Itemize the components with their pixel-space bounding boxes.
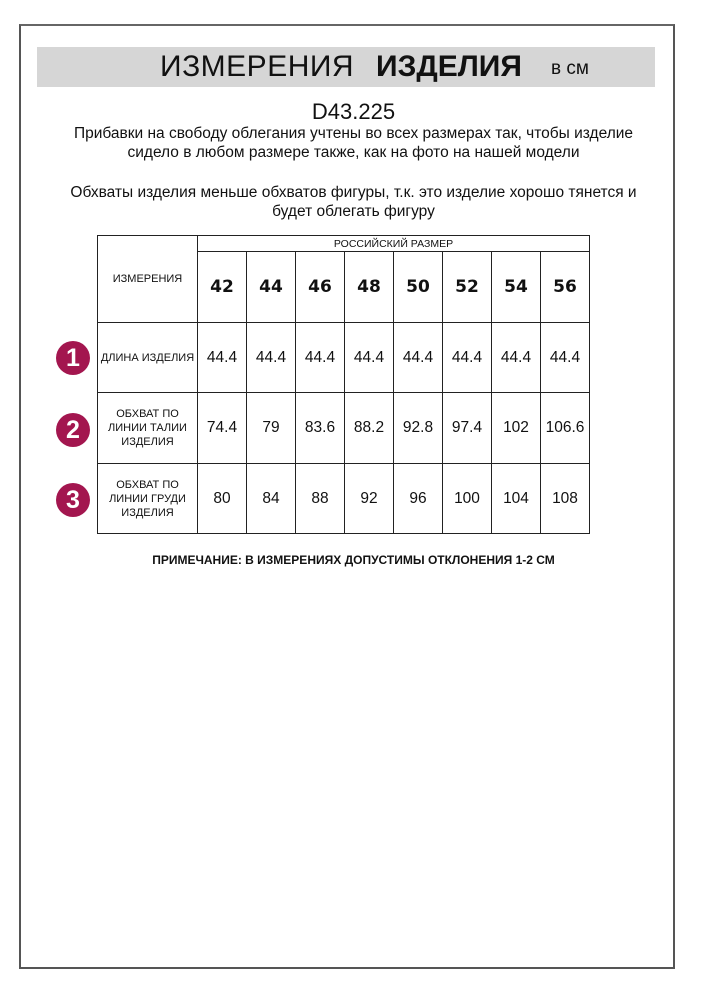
size-header: 56 xyxy=(540,251,590,323)
measurement-value: 108 xyxy=(540,463,590,534)
size-header: 50 xyxy=(393,251,443,323)
measurement-label: ОБХВАТ ПО ЛИНИИ ГРУДИ ИЗДЕЛИЯ xyxy=(97,463,198,534)
row-number-badge: 1 xyxy=(56,341,90,375)
fit-note: Прибавки на свободу облегания учтены во … xyxy=(73,125,634,161)
size-header: 44 xyxy=(246,251,296,323)
row-number-badge: 3 xyxy=(56,483,90,517)
measurement-value: 106.6 xyxy=(540,392,590,464)
measurement-value: 44.4 xyxy=(197,322,247,393)
measurement-label: ДЛИНА ИЗДЕЛИЯ xyxy=(97,322,198,393)
measurement-value: 44.4 xyxy=(246,322,296,393)
sizes-row: 42 44 46 48 50 52 54 56 xyxy=(98,251,590,323)
title-banner xyxy=(37,47,655,87)
measurement-value: 84 xyxy=(246,463,296,534)
measurement-value: 79 xyxy=(246,392,296,464)
measurement-value: 44.4 xyxy=(393,322,443,393)
size-header: 48 xyxy=(344,251,394,323)
measurement-value: 83.6 xyxy=(295,392,345,464)
measurement-value: 102 xyxy=(491,392,541,464)
table-row: ОБХВАТ ПО ЛИНИИ ТАЛИИ ИЗДЕЛИЯ 74.4 79 83.6 8… xyxy=(97,392,590,464)
measurement-value: 92 xyxy=(344,463,394,534)
size-header: 46 xyxy=(295,251,345,323)
measurement-value: 44.4 xyxy=(491,322,541,393)
table-row: ОБХВАТ ПО ЛИНИИ ГРУДИ ИЗДЕЛИЯ 80 84 88 92 96 1… xyxy=(97,463,590,534)
measurement-value: 80 xyxy=(197,463,247,534)
article-code: D43.225 xyxy=(311,99,396,124)
size-header: 52 xyxy=(442,251,492,323)
size-table: ИЗМЕРЕНИЯ РОССИЙСКИЙ РАЗМЕР 42 44 46 48 50 52… xyxy=(97,235,590,534)
title-unit: в см xyxy=(551,58,589,79)
measurement-value: 96 xyxy=(393,463,443,534)
title-regular: ИЗМЕРЕНИЯ xyxy=(160,50,355,83)
measurement-value: 44.4 xyxy=(344,322,394,393)
size-header: 54 xyxy=(491,251,541,323)
row-number-badge: 2 xyxy=(56,413,90,447)
page-frame xyxy=(19,24,675,969)
measurement-value: 97.4 xyxy=(442,392,492,464)
size-header: 42 xyxy=(197,251,247,323)
measurement-value: 88.2 xyxy=(344,392,394,464)
measurement-value: 88 xyxy=(295,463,345,534)
stretch-note: Обхваты изделия меньше обхватов фигуры, … xyxy=(70,184,637,220)
measurement-value: 92.8 xyxy=(393,392,443,464)
tolerance-note: ПРИМЕЧАНИЕ: В ИЗМЕРЕНИЯХ ДОПУСТИМЫ ОТКЛО… xyxy=(152,553,555,567)
measurement-value: 44.4 xyxy=(442,322,492,393)
measurement-value: 100 xyxy=(442,463,492,534)
measure-header: ИЗМЕРЕНИЯ xyxy=(97,235,198,323)
measurement-value: 104 xyxy=(491,463,541,534)
measurement-label: ОБХВАТ ПО ЛИНИИ ТАЛИИ ИЗДЕЛИЯ xyxy=(97,392,198,464)
table-row: ДЛИНА ИЗДЕЛИЯ 44.4 44.4 44.4 44.4 44.4 44.4 44.… xyxy=(97,322,590,393)
size-group-header: РОССИЙСКИЙ РАЗМЕР xyxy=(197,235,590,252)
measurement-value: 44.4 xyxy=(540,322,590,393)
title-bold: ИЗДЕЛИЯ xyxy=(376,50,522,83)
measurement-value: 74.4 xyxy=(197,392,247,464)
measurement-value: 44.4 xyxy=(295,322,345,393)
